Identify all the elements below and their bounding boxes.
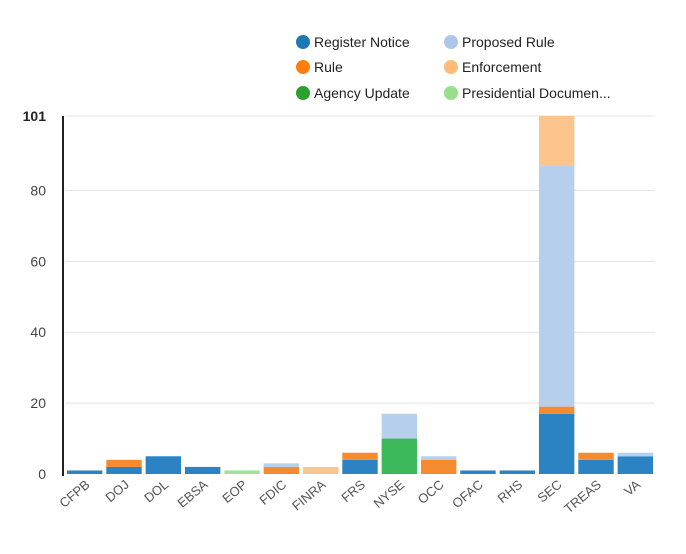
x-tick-label: CFPB: [56, 477, 92, 511]
bar-rhs-register-notice[interactable]: [499, 470, 536, 474]
y-max-label: 101: [23, 108, 47, 124]
bar-sec-rule[interactable]: [538, 406, 575, 414]
legend-swatch: [296, 60, 310, 74]
bar-treas-register-notice[interactable]: [578, 459, 614, 474]
chart-legend: Register Notice Proposed Rule Rule Enforcem…: [296, 34, 611, 101]
bar-sec-proposed-rule[interactable]: [538, 165, 575, 407]
legend-swatch: [444, 86, 458, 100]
x-tick-label: RHS: [495, 477, 526, 506]
bar-treas-rule[interactable]: [578, 452, 614, 460]
y-tick-label: 20: [30, 395, 46, 411]
x-tick-label: VA: [621, 477, 643, 499]
x-tick-label: OCC: [415, 477, 447, 507]
legend-item-enforcement[interactable]: Enforcement: [444, 59, 541, 75]
bar-va-proposed-rule[interactable]: [617, 452, 654, 457]
bar-dol-register-notice[interactable]: [145, 456, 182, 474]
bar-eop-presidential-documen[interactable]: [224, 470, 260, 474]
y-tick-label: 0: [38, 466, 46, 482]
bar-occ-proposed-rule[interactable]: [420, 456, 457, 460]
x-tick-label: NYSE: [370, 477, 407, 511]
bar-nyse-proposed-rule[interactable]: [381, 413, 418, 439]
bar-cfpb-register-notice[interactable]: [66, 470, 103, 474]
bar-fdic-proposed-rule[interactable]: [263, 463, 300, 467]
legend-item-presidential-documen[interactable]: Presidential Documen...: [444, 85, 611, 101]
bar-doj-register-notice[interactable]: [106, 466, 142, 474]
legend-label: Register Notice: [314, 34, 410, 50]
bar-sec-register-notice[interactable]: [538, 413, 575, 474]
y-axis-labels: 0 20 40 60 80 101: [23, 108, 47, 482]
x-axis-labels: CFPB DOJ DOL EBSA EOP FDIC FINRA FRS NYSE OCC OFAC…: [56, 477, 643, 517]
legend-item-rule[interactable]: Rule: [296, 59, 343, 75]
bar-doj-rule[interactable]: [106, 459, 142, 467]
legend-label: Presidential Documen...: [462, 85, 611, 101]
x-tick-label: TREAS: [561, 477, 604, 517]
bar-va-register-notice[interactable]: [617, 456, 654, 474]
legend-label: Enforcement: [462, 59, 541, 75]
bar-frs-register-notice[interactable]: [342, 459, 378, 474]
legend-label: Agency Update: [314, 85, 410, 101]
legend-item-register-notice[interactable]: Register Notice: [296, 34, 410, 50]
bars: [66, 116, 654, 474]
bar-occ-rule[interactable]: [420, 459, 457, 474]
legend-swatch: [444, 60, 458, 74]
bar-fdic-rule[interactable]: [263, 466, 300, 474]
bar-frs-rule[interactable]: [342, 452, 378, 460]
legend-item-agency-update[interactable]: Agency Update: [296, 85, 410, 101]
x-tick-label: FDIC: [256, 477, 289, 508]
legend-item-proposed-rule[interactable]: Proposed Rule: [444, 34, 555, 50]
x-tick-label: DOL: [141, 477, 171, 506]
x-tick-label: FRS: [338, 477, 368, 505]
legend-label: Rule: [314, 59, 343, 75]
legend-swatch: [296, 35, 310, 49]
y-tick-label: 40: [30, 324, 46, 340]
x-tick-label: EBSA: [174, 477, 210, 511]
bar-ofac-register-notice[interactable]: [460, 470, 496, 474]
bar-finra-enforcement[interactable]: [302, 466, 339, 474]
x-tick-label: OFAC: [449, 477, 486, 511]
y-tick-label: 60: [30, 253, 46, 269]
x-tick-label: EOP: [219, 477, 250, 506]
legend-swatch: [444, 35, 458, 49]
x-tick-label: FINRA: [289, 477, 329, 514]
bar-nyse-agency-update[interactable]: [381, 438, 418, 474]
legend-swatch: [296, 86, 310, 100]
y-tick-label: 80: [30, 182, 46, 198]
legend-label: Proposed Rule: [462, 34, 555, 50]
bar-ebsa-register-notice[interactable]: [184, 466, 221, 474]
x-tick-label: DOJ: [102, 477, 132, 505]
bar-sec-enforcement[interactable]: [538, 116, 575, 166]
x-tick-label: SEC: [534, 477, 564, 506]
